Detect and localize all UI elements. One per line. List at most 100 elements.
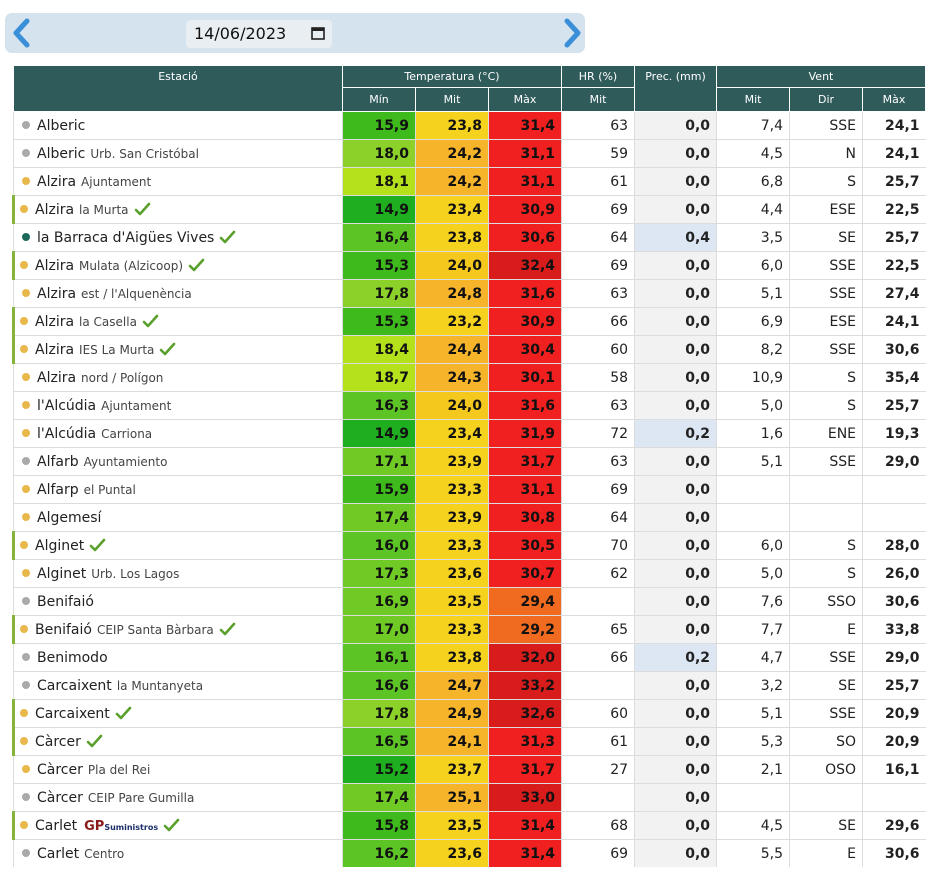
station-name[interactable]: Benifaió [35,621,92,638]
station-name[interactable]: Alzira [35,341,75,358]
station-cell[interactable]: Algemesí [13,503,343,532]
station-name[interactable]: Benifaió [37,593,94,610]
table-row[interactable]: Alberic 15,9 23,8 31,4 63 0,0 7,4 SSE 24,1 [13,111,926,140]
station-name[interactable]: l'Alcúdia [37,397,97,414]
wind-max-cell: 22,5 [862,195,926,224]
station-name[interactable]: Alzira [37,369,77,386]
station-name[interactable]: Alzira [35,257,75,274]
header-station[interactable]: Estació [13,65,343,112]
header-temp-min[interactable]: Mín [342,87,416,112]
table-row[interactable]: Càrcer CEIP Pare Gumilla 17,4 25,1 33,0 0,0 [13,783,926,812]
verified-check-icon [86,734,103,747]
table-row[interactable]: Benimodo 16,1 23,8 32,0 66 0,2 4,7 SSE 29,0 [13,643,926,672]
table-row[interactable]: Alginet Urb. Los Lagos 17,3 23,6 30,7 62 0,0 5,… [13,559,926,588]
table-row[interactable]: Carlet Centro 16,2 23,6 31,4 69 0,0 5,5 E 30,6 [13,839,926,867]
station-cell[interactable]: Benifaió CEIP Santa Bàrbara [12,615,343,644]
station-name[interactable]: Alberic [37,145,86,162]
station-cell[interactable]: Alginet [12,531,343,560]
table-row[interactable]: Càrcer Pla del Rei 15,2 23,7 31,7 27 0,0 2,1 OSO… [13,755,926,784]
date-input[interactable]: 14/06/2023 [186,20,332,48]
next-day-button[interactable] [557,15,587,51]
table-row[interactable]: Alzira la Casella 15,3 23,2 30,9 66 0,0 6,9 ESE 2… [12,307,926,336]
header-temp-mit[interactable]: Mit [415,87,489,112]
previous-day-button[interactable] [7,15,37,51]
station-cell[interactable]: Alberic Urb. San Cristóbal [13,139,343,168]
station-cell[interactable]: l'Alcúdia Ajuntament [13,391,343,420]
table-row[interactable]: Alzira la Murta 14,9 23,4 30,9 69 0,0 4,4 ESE 22,… [12,195,926,224]
station-cell[interactable]: Alzira la Murta [12,195,343,224]
wind-dir-cell: SSE [789,335,863,364]
station-cell[interactable]: Carlet Centro [13,839,343,867]
table-row[interactable]: Carcaixent 17,8 24,9 32,6 60 0,0 5,1 SSE 20,9 [12,699,926,728]
table-row[interactable]: Alfarp el Puntal 15,9 23,3 31,1 69 0,0 [13,475,926,504]
calendar-icon[interactable] [311,26,325,40]
station-name[interactable]: l'Alcúdia [37,425,97,442]
verified-check-icon [89,538,106,551]
temp-mit-cell: 24,1 [415,727,489,756]
station-name[interactable]: Algemesí [37,509,102,526]
table-row[interactable]: Càrcer 16,5 24,1 31,3 61 0,0 5,3 SO 20,9 [12,727,926,756]
station-name[interactable]: Alzira [37,285,77,302]
table-row[interactable]: Alzira Mulata (Alzicoop) 15,3 24,0 32,4 69 0,0… [12,251,926,280]
station-name[interactable]: la Barraca d'Aigües Vives [37,229,215,246]
station-name[interactable]: Carlet [37,845,80,862]
station-name[interactable]: Alzira [37,173,77,190]
station-name[interactable]: Carlet [35,817,78,834]
station-cell[interactable]: Alfarb Ayuntamiento [13,447,343,476]
station-name[interactable]: Alginet [35,537,85,554]
station-name[interactable]: Alzira [35,313,75,330]
station-cell[interactable]: Alzira la Casella [12,307,343,336]
station-cell[interactable]: Càrcer Pla del Rei [13,755,343,784]
station-cell[interactable]: Alfarp el Puntal [13,475,343,504]
station-cell[interactable]: la Barraca d'Aigües Vives [13,223,343,252]
station-name[interactable]: Carcaixent [37,677,112,694]
station-cell[interactable]: Alzira nord / Polígon [13,363,343,392]
table-row[interactable]: Carcaixent la Muntanyeta 16,6 24,7 33,2 0,0 3,… [13,671,926,700]
station-cell[interactable]: Carcaixent [12,699,343,728]
table-row[interactable]: Alginet 16,0 23,3 30,5 70 0,0 6,0 S 28,0 [12,531,926,560]
table-row[interactable]: Alberic Urb. San Cristóbal 18,0 24,2 31,1 59 0… [13,139,926,168]
table-row[interactable]: Alzira IES La Murta 18,4 24,4 30,4 60 0,0 8,2 SS… [12,335,926,364]
station-name[interactable]: Càrcer [35,733,81,750]
station-name[interactable]: Alfarp [37,481,79,498]
station-cell[interactable]: Càrcer CEIP Pare Gumilla [13,783,343,812]
table-row[interactable]: Alzira est / l'Alquenència 17,8 24,8 31,6 63 0… [13,279,926,308]
table-row[interactable]: Carlet GPSuministros 15,8 23,5 31,4 68 0,0 4,5 S… [12,811,926,840]
table-row[interactable]: la Barraca d'Aigües Vives 16,4 23,8 30,6 64 0… [13,223,926,252]
station-cell[interactable]: Carcaixent la Muntanyeta [13,671,343,700]
station-cell[interactable]: Benimodo [13,643,343,672]
station-cell[interactable]: Alzira Mulata (Alzicoop) [12,251,343,280]
header-wind-mit[interactable]: Mit [716,87,791,112]
table-row[interactable]: Benifaió 16,9 23,5 29,4 0,0 7,6 SSO 30,6 [13,587,926,616]
station-cell[interactable]: Alginet Urb. Los Lagos [13,559,343,588]
station-name[interactable]: Càrcer [37,789,83,806]
header-precipitation[interactable]: Prec. (mm) [634,65,718,112]
station-cell[interactable]: Alzira IES La Murta [12,335,343,364]
station-cell[interactable]: Benifaió [13,587,343,616]
header-humidity-mit[interactable]: Mit [561,87,636,112]
station-name[interactable]: Alginet [37,565,87,582]
table-row[interactable]: Alzira nord / Polígon 18,7 24,3 30,1 58 0,0 10,… [13,363,926,392]
table-row[interactable]: Alzira Ajuntament 18,1 24,2 31,1 61 0,0 6,8 S 25,… [13,167,926,196]
station-location: nord / Polígon [81,370,164,385]
header-temp-max[interactable]: Màx [487,87,563,112]
station-cell[interactable]: Carlet GPSuministros [12,811,343,840]
station-cell[interactable]: Alberic [13,111,343,140]
header-wind-max[interactable]: Màx [862,87,927,112]
station-cell[interactable]: Alzira est / l'Alquenència [13,279,343,308]
station-name[interactable]: Alfarb [37,453,79,470]
table-row[interactable]: Alfarb Ayuntamiento 17,1 23,9 31,7 63 0,0 5,1 SS… [13,447,926,476]
table-row[interactable]: Benifaió CEIP Santa Bàrbara 17,0 23,3 29,2 65… [12,615,926,644]
header-wind-dir[interactable]: Dir [789,87,864,112]
station-cell[interactable]: Alzira Ajuntament [13,167,343,196]
station-name[interactable]: Càrcer [37,761,83,778]
table-row[interactable]: Algemesí 17,4 23,9 30,8 64 0,0 [13,503,926,532]
table-row[interactable]: l'Alcúdia Carriona 14,9 23,4 31,9 72 0,2 1,6 ENE… [13,419,926,448]
station-cell[interactable]: Càrcer [12,727,343,756]
station-name[interactable]: Alberic [37,117,86,134]
station-cell[interactable]: l'Alcúdia Carriona [13,419,343,448]
station-name[interactable]: Carcaixent [35,705,110,722]
station-name[interactable]: Alzira [35,201,75,218]
station-name[interactable]: Benimodo [37,649,108,666]
table-row[interactable]: l'Alcúdia Ajuntament 16,3 24,0 31,6 63 0,0 5,0 S… [13,391,926,420]
